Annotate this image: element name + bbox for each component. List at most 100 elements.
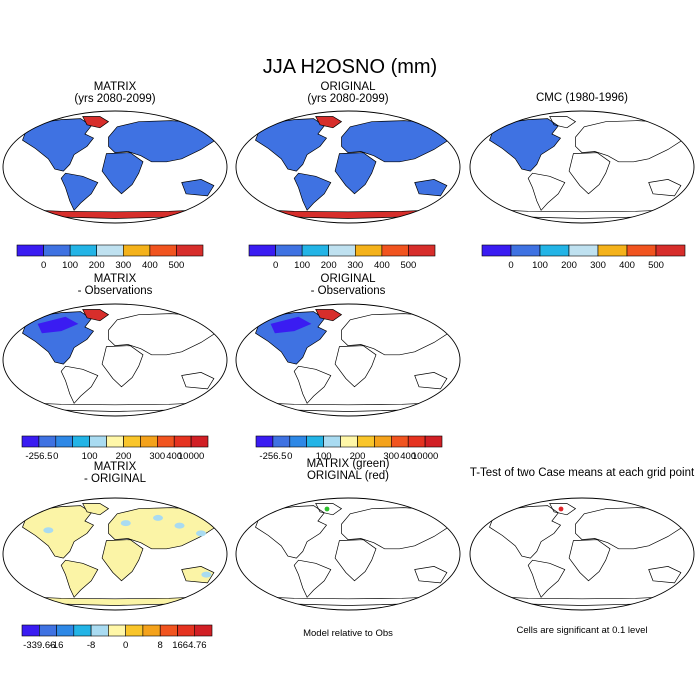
land-greenland	[549, 116, 577, 129]
panel-matrix-obs: MATRIX - Observations -256.5 0 100 200 300 4001…	[2, 273, 228, 462]
land-eurasia	[341, 507, 452, 550]
land-northAmerica	[22, 118, 95, 172]
colorbar-tick-label: 10000	[412, 451, 438, 462]
significance-marker	[558, 506, 564, 512]
colorbar-box	[108, 624, 127, 637]
colorbar-tick-label: 100	[82, 451, 98, 462]
colorbar-tick-label: -256.5	[25, 451, 52, 462]
colorbar-box	[248, 244, 276, 257]
land-strong-negative	[37, 316, 79, 334]
colorbar-tick-label: -16	[50, 640, 64, 651]
land-eurasia	[341, 313, 452, 356]
land-eurasia	[341, 120, 452, 163]
land-northAmerica	[22, 505, 95, 559]
map-border	[469, 497, 695, 611]
panel-title-line: MATRIX	[94, 81, 137, 93]
panel-title: MATRIX (yrs 2080-2099)	[74, 81, 155, 105]
colorbar-box	[374, 435, 392, 448]
colorbar-box	[96, 244, 124, 257]
colorbar-box	[55, 435, 73, 448]
panel-title-line: ORIGINAL	[321, 81, 377, 93]
colorbar-box	[125, 624, 144, 637]
panel-title-line: - Observations	[78, 285, 153, 297]
colorbar-box	[357, 435, 375, 448]
colorbar-box	[142, 624, 161, 637]
colorbar-tick-label: 300	[149, 451, 165, 462]
colorbar-tick-label: 100	[62, 260, 78, 271]
colorbar-tick-label: 400	[619, 260, 635, 271]
land-africa	[334, 152, 377, 195]
land-northAmerica	[489, 505, 562, 559]
panel-title: T-Test of two Case means at each grid po…	[470, 467, 695, 479]
colorbar-box	[306, 435, 324, 448]
colorbar-tick-label: 300	[590, 260, 606, 271]
panel-title: MATRIX - Observations	[78, 273, 153, 297]
colorbar-box	[73, 624, 92, 637]
colorbar-box	[481, 244, 512, 257]
colorbar-box	[38, 624, 57, 637]
colorbar-box	[272, 435, 291, 448]
colorbar-box	[275, 244, 303, 257]
colorbar-tick-label: 200	[561, 260, 577, 271]
panel-note: Cells are significant at 0.1 level	[517, 625, 648, 636]
colorbar-tick-label: 500	[400, 260, 416, 271]
colorbar-box	[176, 244, 204, 257]
panel-title-line: ORIGINAL (red)	[307, 470, 389, 482]
colorbar-box	[159, 624, 178, 637]
land-eurasia	[108, 313, 219, 356]
land-greenland	[315, 503, 343, 516]
colorbar-tick-label: 400	[142, 260, 158, 271]
colorbar-tick-label: -8	[87, 640, 95, 651]
colorbar-tick-label: 100	[316, 451, 332, 462]
colorbar-box	[38, 435, 57, 448]
colorbar-box	[626, 244, 657, 257]
colorbar: 0 100 200 300 400 500	[481, 244, 686, 271]
colorbar-tick-label: 0	[273, 260, 278, 271]
panel-original-obs: ORIGINAL - Observations -256.5 0 100 200 300 40…	[235, 273, 461, 462]
panel-title-line: ORIGINAL	[321, 273, 377, 285]
diff-spot	[120, 520, 131, 527]
significance-marker	[324, 506, 330, 512]
land-southAmerica	[293, 365, 332, 404]
colorbar-box	[354, 244, 383, 257]
colorbar-tick-label: 100	[294, 260, 310, 271]
diff-spot	[43, 527, 54, 534]
panel-title-line: MATRIX	[94, 461, 137, 473]
colorbar-tick-label: 500	[168, 260, 184, 271]
land-greenland	[315, 116, 343, 129]
land-southAmerica	[527, 559, 566, 598]
land-africa	[568, 152, 611, 195]
map-land	[246, 309, 452, 412]
land-africa	[334, 345, 377, 388]
colorbar-box	[381, 244, 409, 257]
land-strong-negative	[270, 316, 312, 334]
colorbar-box	[69, 244, 97, 257]
panel-original: ORIGINAL (yrs 2080-2099) 0 100 200 300 400 500	[235, 81, 461, 271]
diff-spot	[153, 514, 164, 521]
colorbar-tick-label: 8	[158, 640, 163, 651]
map-border	[235, 303, 461, 417]
map-land	[13, 116, 219, 219]
land-northAmerica	[255, 505, 328, 559]
colorbar-tick-label: 0	[508, 260, 513, 271]
land-eurasia	[108, 120, 219, 163]
land-greenland	[82, 503, 110, 516]
colorbar-tick-label: 400	[400, 451, 416, 462]
colorbar-box	[424, 435, 443, 448]
land-southAmerica	[60, 365, 99, 404]
panel-title: MATRIX - ORIGINAL	[84, 461, 147, 485]
diff-spot	[196, 530, 207, 537]
colorbar-box	[597, 244, 628, 257]
land-northAmerica	[489, 118, 562, 172]
land-northAmerica	[255, 118, 328, 172]
land-australia	[414, 372, 448, 390]
land-australia	[414, 566, 448, 584]
land-southAmerica	[293, 172, 332, 211]
colorbar-box	[16, 244, 44, 257]
colorbar-box	[328, 244, 356, 257]
panel-title: ORIGINAL (yrs 2080-2099)	[307, 81, 388, 105]
land-africa	[101, 539, 144, 582]
